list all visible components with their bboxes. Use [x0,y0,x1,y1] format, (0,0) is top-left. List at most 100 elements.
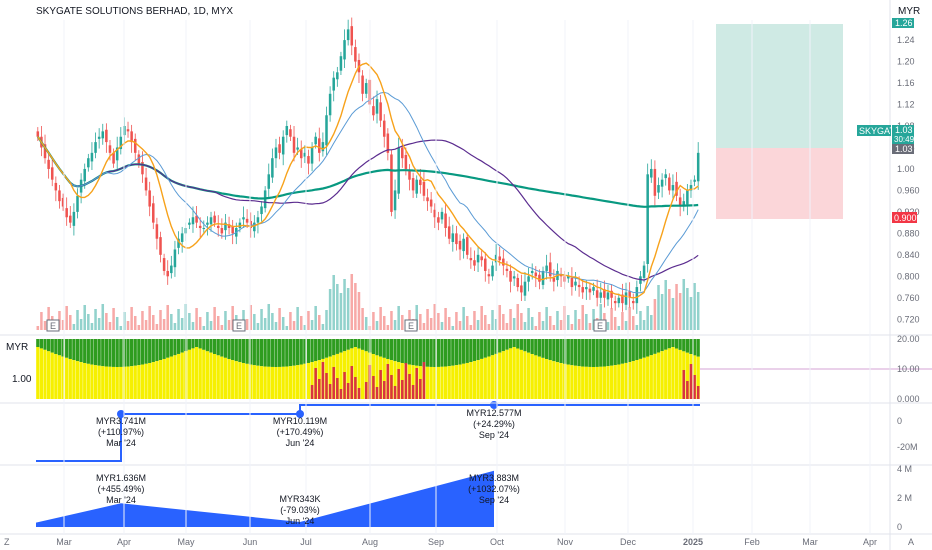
volume-bar [382,316,386,330]
timezone-corner-label[interactable]: Z [4,537,10,547]
indicator-yellow-bar [635,360,639,399]
candle-body [256,217,260,223]
indicator-green-bar [140,339,145,365]
indicator-yellow-bar [213,354,217,399]
indicator-green-bar [223,339,228,358]
indicator-left-value: 1.00 [12,374,32,385]
indicator-red-bar [422,362,426,399]
indicator-green-bar [451,339,455,366]
indicator-yellow-bar [202,349,206,399]
indicator-yellow-bar [393,361,397,399]
indicator-yellow-bar [277,366,282,399]
volume-bar [559,320,563,330]
indicator-yellow-bar [187,349,191,399]
indicator-yellow-bar [209,352,213,399]
volume-bar [480,306,483,330]
indicator-green-bar [599,339,603,367]
indicator-green-bar [418,339,422,367]
indicator-green-bar [57,339,62,356]
candle-body [635,287,639,304]
indicator-green-bar [606,339,610,367]
revenue-change-3: (+24.29%) [473,419,515,429]
volume-bar [249,305,252,330]
indicator-green-bar [227,339,231,360]
volume-bar [386,325,390,330]
volume-bar [170,314,173,330]
indicator-yellow-bar [245,363,249,399]
candle-body [209,217,213,225]
indicator-yellow-bar [530,354,534,399]
chart-title: SKYGATE SOLUTIONS BERHAD, 1D, MYX [36,6,233,17]
indicator-yellow-bar [451,365,455,399]
indicator-green-bar [696,339,700,357]
indicator-red-bar [382,381,386,399]
indicator-red-bar [321,362,325,399]
y-tick-label: 0.920 [897,207,920,217]
indicator-yellow-bar [36,347,40,399]
indicator-red-bar [375,387,379,399]
candle-body [617,297,621,304]
candle-body [390,154,393,212]
indicator-yellow-bar [660,351,664,399]
indicator-green-bar [111,339,116,367]
indicator-green-bar [476,339,480,361]
income-change-3: (+1032.07%) [468,484,520,494]
indicator-green-bar [635,339,639,361]
indicator-green-bar [443,339,448,367]
indicator-green-bar [483,339,487,358]
indicator-yellow-bar [364,351,368,399]
y-tick-label: 0.880 [897,228,920,238]
indicator-yellow-bar [476,360,480,399]
revenue-tick-label: -20M [897,442,918,452]
indicator-green-bar [162,339,166,359]
volume-bar [401,315,404,330]
candle-body [267,174,271,189]
symbol-badge[interactable] [857,125,891,136]
candle-body [69,215,72,223]
volume-bar [354,283,357,330]
x-tick-label: 2025 [683,537,703,547]
indicator-green-bar [609,339,614,366]
indicator-yellow-bar [591,366,596,399]
volume-bar [657,285,660,330]
x-tick-label: Sep [428,537,444,547]
indicator-yellow-bar [508,348,513,399]
candle-body [682,201,686,205]
indicator-green-bar [357,339,361,349]
auto-scale-toggle[interactable]: A [908,537,914,547]
income-period-3: Sep '24 [479,495,509,505]
indicator-yellow-bar [111,366,116,399]
indicator-green-bar [303,339,307,364]
candle-body [689,185,693,191]
volume-bar [447,317,451,330]
volume-bar [617,326,621,330]
indicator-yellow-bar [498,352,502,399]
indicator-yellow-bar [238,362,242,399]
indicator-green-bar [433,339,437,367]
indicator-green-bar [245,339,249,364]
x-tick-label: Oct [490,537,505,547]
candle-body [541,270,545,285]
candle-body [480,256,483,261]
candle-body [43,144,47,159]
prev-price-badge [892,144,914,154]
volume-bar [61,320,65,330]
indicator-yellow-bar [664,349,668,399]
indicator-yellow-bar [39,348,44,399]
candle-body [534,272,538,277]
volume-bar [512,318,516,330]
candle-body [206,222,209,225]
volume-bar [678,293,682,330]
volume-bar [79,319,83,330]
indicator-green-bar [480,339,484,359]
volume-bar [444,308,447,330]
target-zone[interactable] [716,24,843,148]
indicator-green-bar [389,339,394,361]
indicator-yellow-bar [57,355,62,399]
stop-zone[interactable] [716,148,843,219]
indicator-green-bar [656,339,661,353]
candle-body [678,197,682,207]
indicator-green-bar [47,339,51,352]
indicator-yellow-bar [223,357,228,399]
